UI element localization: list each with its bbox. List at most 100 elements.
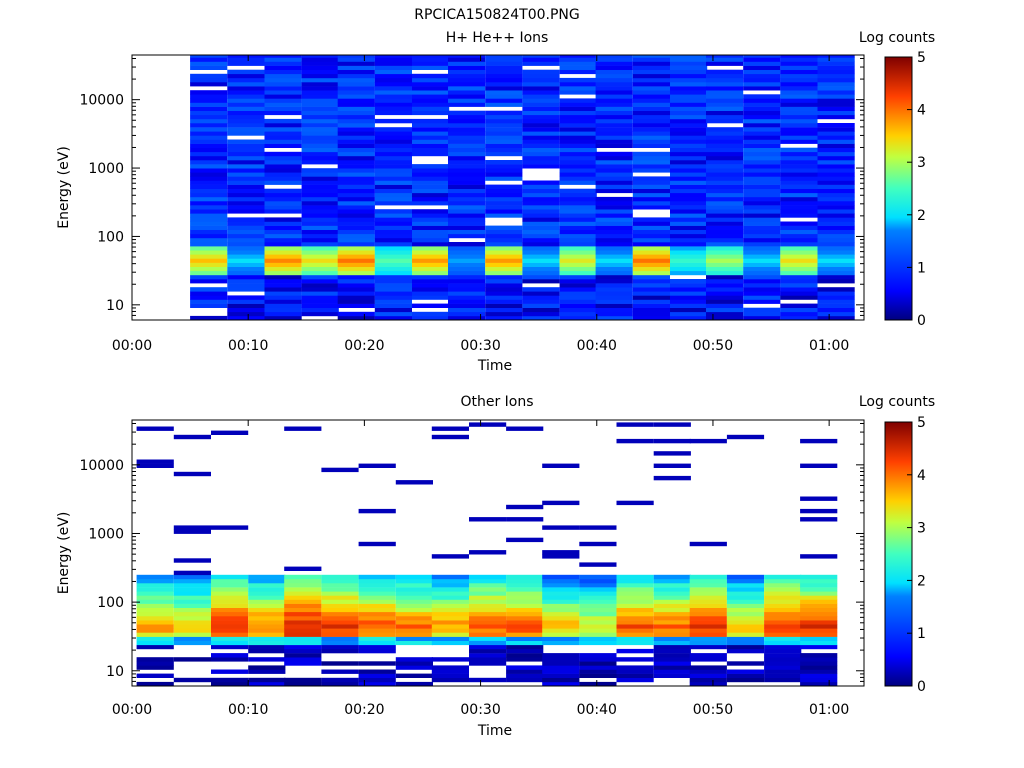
heatmap-cell: [653, 648, 691, 654]
heatmap-cell: [485, 164, 523, 169]
heatmap-cell: [301, 77, 339, 83]
heatmap-cell: [780, 192, 818, 198]
heatmap-cell: [743, 279, 781, 284]
heatmap-cell: [616, 673, 654, 678]
heatmap-cell: [689, 640, 727, 646]
heatmap-cell: [412, 151, 450, 157]
heatmap-cell: [485, 147, 523, 153]
heatmap-cell: [780, 135, 818, 140]
heatmap-cell: [522, 242, 560, 247]
heatmap-cell: [412, 73, 450, 79]
heatmap-cell: [431, 599, 469, 604]
heatmap-cell: [431, 632, 469, 637]
heatmap-cell: [301, 131, 339, 136]
heatmap-cell: [595, 110, 633, 116]
heatmap-cell: [485, 98, 523, 103]
heatmap-cell: [780, 266, 818, 272]
heatmap-cell: [689, 653, 727, 658]
heatmap-cell: [337, 164, 375, 169]
heatmap-cell: [579, 599, 617, 604]
heatmap-cell: [632, 69, 670, 75]
heatmap-cell: [817, 90, 855, 95]
heatmap-cell: [395, 665, 433, 670]
heatmap-cell: [190, 135, 228, 140]
heatmap-cell: [595, 303, 633, 308]
heatmap-cell: [579, 578, 617, 584]
heatmap-cell: [522, 147, 560, 153]
heatmap-cell: [448, 209, 486, 214]
heatmap-cell: [485, 77, 523, 83]
heatmap-cell: [431, 574, 469, 580]
heatmap-cell: [764, 677, 802, 683]
heatmap-cell: [301, 69, 339, 75]
heatmap-cell: [173, 570, 211, 576]
heatmap-cell: [800, 611, 838, 617]
heatmap-cell: [301, 233, 339, 239]
heatmap-cell: [321, 620, 359, 625]
heatmap-cell: [374, 274, 412, 280]
heatmap-cell: [670, 258, 708, 263]
x-tick-label: 00:50: [693, 338, 733, 354]
heatmap-cell: [227, 188, 265, 194]
heatmap-cell: [374, 188, 412, 194]
heatmap-cell: [817, 287, 855, 292]
heatmap-cell: [248, 587, 286, 592]
heatmap-cell: [374, 73, 412, 79]
heatmap-cell: [616, 583, 654, 588]
heatmap-cell: [227, 283, 265, 288]
heatmap-cell: [764, 616, 802, 621]
heatmap-cell: [431, 591, 469, 596]
heatmap-cell: [190, 82, 228, 87]
heatmap-cell: [485, 196, 523, 202]
heatmap-cell: [190, 184, 228, 189]
heatmap-cell: [559, 123, 597, 128]
heatmap-cell: [211, 653, 249, 658]
heatmap-cell: [264, 155, 302, 161]
heatmap-cell: [632, 279, 670, 284]
heatmap-cell: [706, 237, 744, 243]
heatmap-cell: [358, 508, 396, 514]
heatmap-cell: [764, 574, 802, 580]
heatmap-cell: [358, 583, 396, 588]
heatmap-cell: [412, 279, 450, 284]
heatmap-cell: [780, 196, 818, 202]
heatmap-cell: [469, 661, 507, 666]
heatmap-cell: [448, 180, 486, 185]
heatmap-cell: [485, 258, 523, 263]
heatmap-cell: [595, 258, 633, 263]
heatmap-cell: [136, 603, 174, 608]
heatmap-cell: [632, 250, 670, 255]
heatmap-cell: [817, 86, 855, 91]
heatmap-cell: [522, 61, 560, 66]
heatmap-cell: [706, 287, 744, 292]
heatmap-cell: [321, 578, 359, 584]
heatmap-cell: [374, 266, 412, 272]
heatmap-cell: [522, 55, 560, 58]
heatmap-cell: [264, 307, 302, 313]
heatmap-cell: [358, 640, 396, 646]
heatmap-cell: [559, 168, 597, 173]
colorbar: [885, 422, 912, 686]
heatmap-cell: [522, 160, 560, 165]
heatmap-cell: [579, 595, 617, 600]
heatmap-cell: [431, 677, 469, 683]
heatmap-cell: [632, 225, 670, 230]
heatmap-cell: [211, 578, 249, 584]
heatmap-cell: [542, 463, 580, 468]
heatmap-cell: [227, 147, 265, 153]
heatmap-cell: [743, 283, 781, 288]
heatmap-cell: [559, 303, 597, 308]
heatmap-cell: [469, 578, 507, 584]
heatmap-cell: [506, 578, 544, 584]
heatmap-cell: [284, 574, 322, 580]
heatmap-cell: [412, 213, 450, 218]
heatmap-cell: [190, 291, 228, 296]
heatmap-cell: [248, 628, 286, 633]
heatmap-cell: [559, 65, 597, 70]
heatmap-cell: [780, 94, 818, 99]
heatmap-cell: [337, 180, 375, 185]
colorbar-tick-label: 3: [917, 155, 926, 171]
heatmap-cell: [190, 102, 228, 107]
heatmap-cell: [337, 217, 375, 222]
heatmap-cell: [595, 160, 633, 165]
